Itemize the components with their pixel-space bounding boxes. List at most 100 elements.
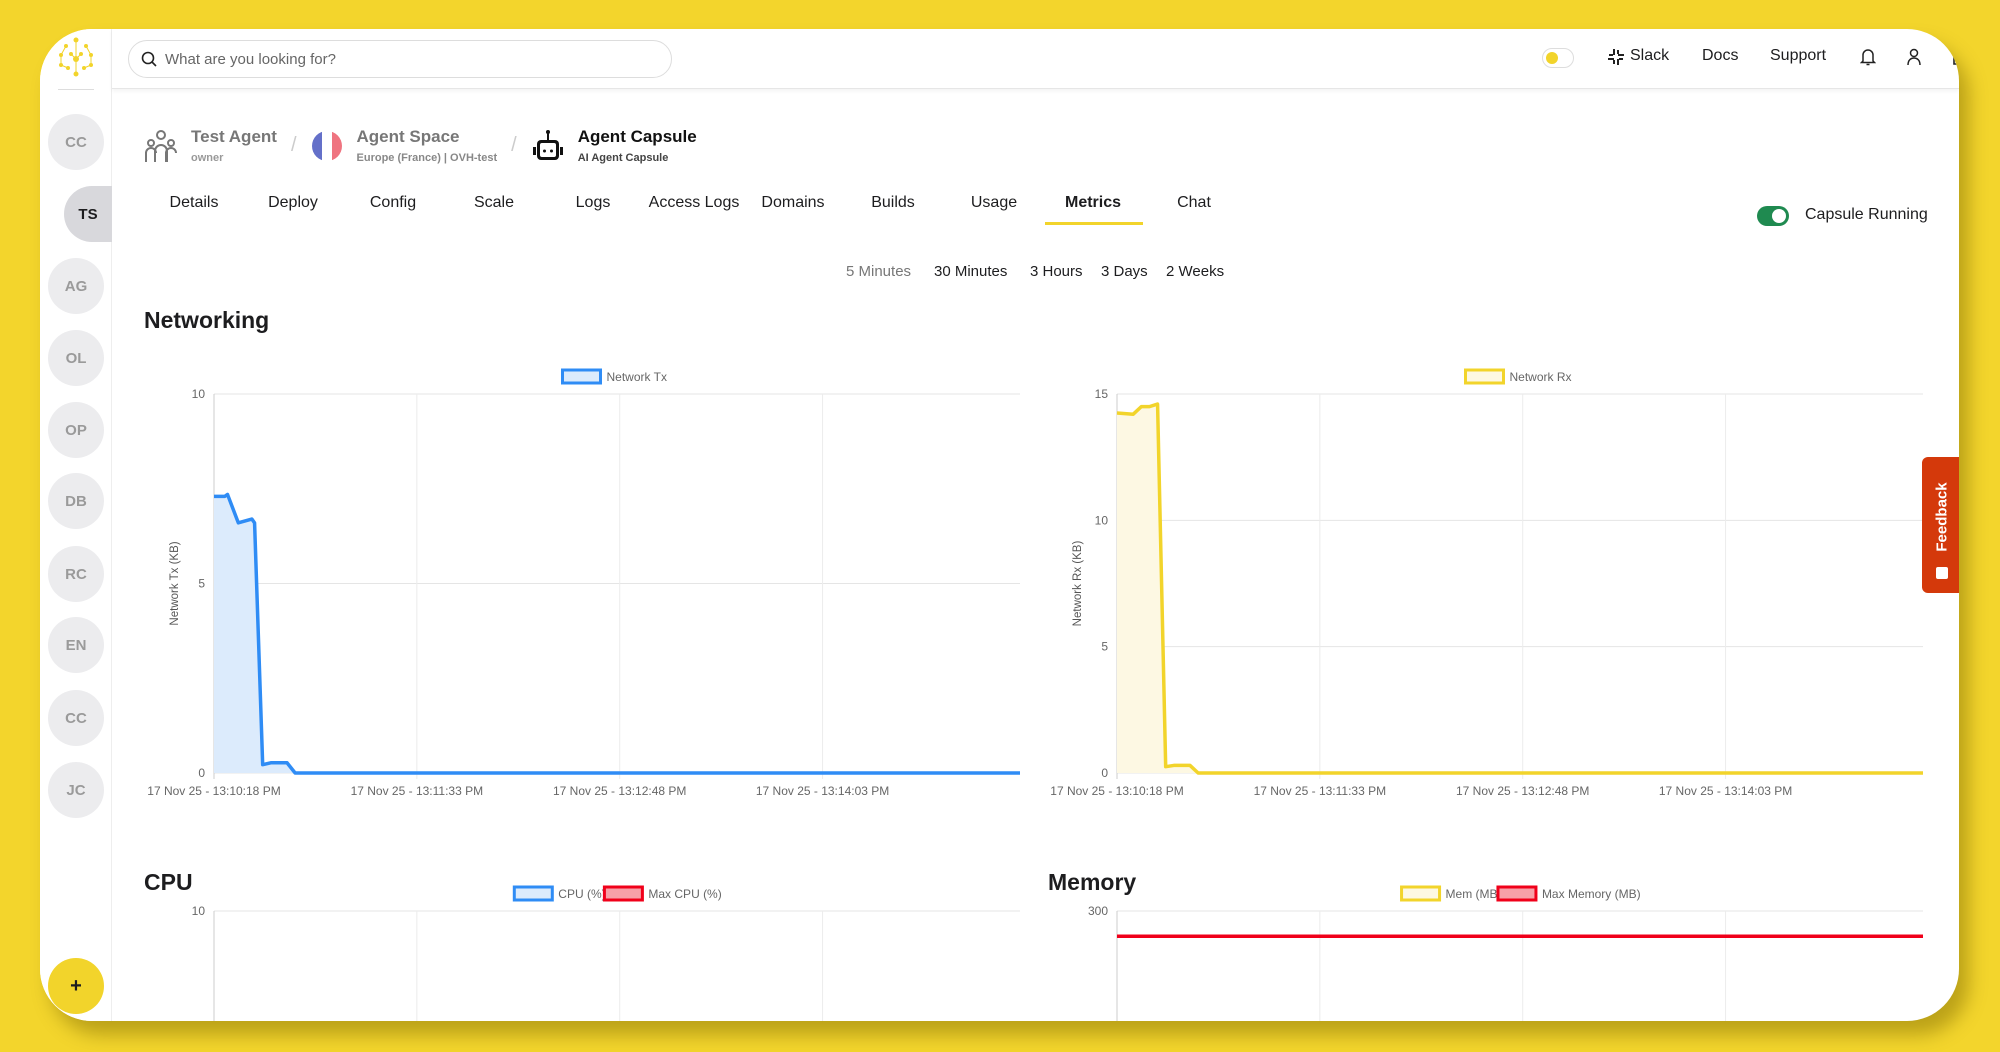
- legend-label: Network Rx: [1510, 370, 1572, 384]
- x-tick-label: 17 Nov 25 - 13:12:48 PM: [553, 784, 686, 798]
- slack-link[interactable]: Slack: [1630, 47, 1670, 64]
- tab-logs[interactable]: Logs: [575, 194, 611, 211]
- breadcrumb-capsule[interactable]: Agent Capsule AI Agent Capsule: [578, 127, 697, 164]
- search-icon: [141, 51, 157, 67]
- search-input[interactable]: What are you looking for?: [128, 40, 672, 78]
- breadcrumb-separator: /: [290, 134, 297, 156]
- capsule-type: AI Agent Capsule: [577, 152, 669, 164]
- series-line: [214, 492, 1020, 775]
- network-tx-chart: 0 5 10 17 Nov 25 - 13:10:18 PM 17 Nov 25 - 1…: [147, 368, 1020, 798]
- legend-label: Mem (MB): [1446, 887, 1502, 901]
- support-link[interactable]: Support: [1770, 47, 1827, 64]
- capsule-status-label: Capsule Running: [1805, 206, 1928, 223]
- cpu-heading: CPU: [144, 869, 193, 895]
- x-tick-label: 17 Nov 25 - 13:10:18 PM: [147, 784, 280, 798]
- range-2-weeks[interactable]: 2 Weeks: [1166, 263, 1225, 280]
- workspace-avatar[interactable]: AG: [48, 258, 104, 314]
- slack-icon: [1608, 49, 1624, 65]
- x-tick-label: 17 Nov 25 - 13:14:03 PM: [1659, 784, 1792, 798]
- active-tab-indicator: [1045, 222, 1143, 225]
- search-placeholder: What are you looking for?: [165, 50, 336, 68]
- network-rx-chart: 0 5 10 15 17 Nov 25 - 13:10:18 PM 17 Nov 25 -…: [1050, 368, 1923, 798]
- tab-domains[interactable]: Domains: [761, 194, 825, 211]
- workspace-avatar[interactable]: CC: [48, 114, 104, 170]
- feedback-icon: [1936, 567, 1948, 579]
- org-name: Test Agent: [191, 127, 277, 146]
- range-3-days[interactable]: 3 Days: [1101, 263, 1148, 280]
- tab-builds[interactable]: Builds: [871, 194, 915, 211]
- breadcrumb-org[interactable]: Test Agent owner: [191, 127, 277, 164]
- workspace-avatar-active[interactable]: TS: [64, 186, 112, 242]
- breadcrumb-separator: /: [511, 134, 517, 156]
- legend-swatch: [1400, 885, 1442, 902]
- org-role: owner: [191, 152, 224, 164]
- workspace-avatar[interactable]: RC: [48, 546, 104, 602]
- logo-icon[interactable]: [58, 37, 94, 77]
- tab-deploy[interactable]: Deploy: [268, 194, 318, 211]
- y-tick-label: 10: [192, 904, 206, 918]
- space-region: Europe (France) | OVH-test: [356, 152, 498, 164]
- breadcrumb: Test Agent owner / Agent Space Europe (F…: [144, 127, 697, 164]
- legend-swatch: [1496, 885, 1538, 902]
- range-5-minutes[interactable]: 5 Minutes: [846, 263, 912, 280]
- workspace-avatar[interactable]: OP: [48, 402, 104, 458]
- breadcrumb-space[interactable]: Agent Space Europe (France) | OVH-test: [357, 127, 498, 164]
- x-tick-label: 17 Nov 25 - 13:12:48 PM: [1456, 784, 1589, 798]
- docs-link[interactable]: Docs: [1702, 47, 1739, 64]
- tab-chat[interactable]: Chat: [1177, 194, 1211, 211]
- legend-swatch: [602, 885, 644, 902]
- user-icon[interactable]: [1906, 48, 1922, 66]
- range-3-hours[interactable]: 3 Hours: [1030, 263, 1083, 280]
- series-line: [1116, 402, 1923, 775]
- y-tick-label: 15: [1095, 387, 1109, 401]
- y-tick-label: 5: [198, 577, 205, 591]
- y-tick-label: 0: [198, 766, 205, 780]
- robot-icon: [532, 129, 563, 160]
- y-axis-label: Network Rx (KB): [1072, 541, 1084, 627]
- feedback-label: Feedback: [1933, 482, 1951, 552]
- memory-heading: Memory: [1048, 869, 1137, 895]
- app-window: CC TS AG OL OP DB RC EN CC JC + What are…: [40, 29, 1959, 1021]
- sidebar: CC TS AG OL OP DB RC EN CC JC +: [40, 29, 112, 1021]
- range-30-minutes[interactable]: 30 Minutes: [934, 263, 1008, 280]
- tab-metrics[interactable]: Metrics: [1064, 194, 1122, 211]
- add-workspace-button[interactable]: +: [48, 958, 104, 1014]
- networking-heading: Networking: [144, 307, 270, 333]
- workspace-avatar[interactable]: DB: [48, 473, 104, 529]
- tab-usage[interactable]: Usage: [970, 194, 1018, 211]
- y-tick-label: 10: [192, 387, 206, 401]
- toggle-knob: [1772, 209, 1786, 223]
- legend-swatch: [561, 368, 602, 385]
- legend-label: Max Memory (MB): [1542, 887, 1641, 901]
- x-tick-label: 17 Nov 25 - 13:14:03 PM: [756, 784, 889, 798]
- logout-icon[interactable]: [1951, 48, 1959, 66]
- workspace-avatar[interactable]: OL: [48, 330, 104, 386]
- legend-label: Network Tx: [607, 370, 667, 384]
- memory-chart: 300 Mem (MB) Max Memory (MB): [1088, 885, 1923, 1021]
- space-name: Agent Space: [356, 127, 460, 146]
- tab-scale[interactable]: Scale: [473, 194, 515, 211]
- sidebar-divider: [58, 89, 94, 90]
- capsule-name: Agent Capsule: [577, 127, 697, 146]
- top-bar: What are you looking for? Slack Docs Sup…: [112, 29, 1959, 89]
- cpu-chart: 10 CPU (%) Max CPU (%): [192, 885, 1020, 1021]
- legend-label: CPU (%): [558, 887, 605, 901]
- capsule-running-toggle[interactable]: [1757, 206, 1789, 226]
- legend-swatch: [1464, 368, 1505, 385]
- toggle-knob: [1546, 52, 1558, 64]
- tab-config[interactable]: Config: [369, 194, 417, 211]
- feedback-button[interactable]: Feedback: [1922, 457, 1959, 593]
- tab-details[interactable]: Details: [169, 194, 219, 211]
- x-tick-label: 17 Nov 25 - 13:10:18 PM: [1050, 784, 1183, 798]
- x-tick-label: 17 Nov 25 - 13:11:33 PM: [1254, 784, 1387, 798]
- tab-access-logs[interactable]: Access Logs: [648, 194, 740, 211]
- bell-icon[interactable]: [1860, 48, 1876, 66]
- workspace-avatar[interactable]: JC: [48, 762, 104, 818]
- team-icon: [145, 129, 177, 162]
- y-tick-label: 300: [1088, 904, 1108, 918]
- workspace-avatar[interactable]: CC: [48, 690, 104, 746]
- workspace-avatar[interactable]: EN: [48, 617, 104, 673]
- theme-toggle[interactable]: [1542, 48, 1574, 68]
- y-tick-label: 5: [1101, 640, 1108, 654]
- y-axis-label: Network Tx (KB): [169, 541, 181, 625]
